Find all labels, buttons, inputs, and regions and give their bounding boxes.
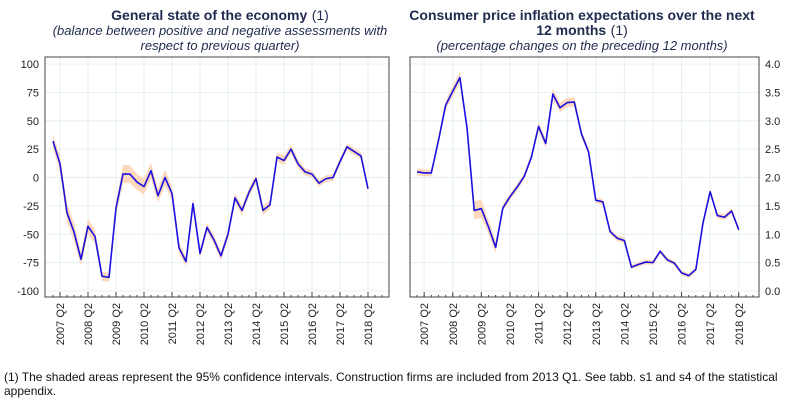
right-ytick-label: 3.5 [765,87,780,99]
right-ytick-label: 0.5 [765,258,780,270]
right-ytick-label: 2.5 [765,144,780,156]
right-xtick-label: 2008 Q2 [448,303,460,345]
left-chart-title-block: General state of the economy (1) (balanc… [50,7,390,54]
right-ytick-label: 0.0 [765,286,780,298]
right-ytick-label: 1.0 [765,229,780,241]
left-ytick-label: 0 [33,173,39,185]
right-xtick-label: 2018 Q2 [734,303,746,345]
left-xtick-label: 2012 Q2 [195,303,207,345]
left-ytick-label: 25 [27,144,39,156]
right-confidence-band [417,71,739,278]
right-chart-title: Consumer price inflation expectations ov… [409,7,755,38]
right-plot-frame [409,56,760,298]
left-xtick-label: 2010 Q2 [139,303,151,345]
left-xtick-label: 2015 Q2 [279,303,291,345]
right-series-line [416,76,740,277]
right-ytick-label: 3.0 [765,116,780,128]
left-xtick-label: 2009 Q2 [111,303,123,345]
right-xtick-label: 2010 Q2 [505,303,517,345]
left-xtick-label: 2013 Q2 [223,303,235,345]
right-xtick-label: 2012 Q2 [562,303,574,345]
left-ytick-label: -75 [23,258,39,270]
left-xtick-label: 2008 Q2 [83,303,95,345]
left-series-line [52,140,369,279]
left-chart: 100 75 50 25 0 -25 -50 -75 -100 2007 Q2 2008 Q2 200… [17,56,390,345]
left-chart-title: General state of the economy [111,7,308,23]
right-xtick-label: 2015 Q2 [648,303,660,345]
left-xtick-label: 2018 Q2 [363,303,375,345]
right-chart: 4.0 3.5 3.0 2.5 2.0 1.5 1.0 0.5 0.0 2007 Q2 2008 Q… [409,56,780,345]
right-ytick-label: 4.0 [765,59,780,71]
left-ytick-label: 50 [27,116,39,128]
right-xtick-label: 2017 Q2 [705,303,717,345]
right-ytick-label: 2.0 [765,173,780,185]
right-xtick-label: 2016 Q2 [677,303,689,345]
left-xtick-label: 2011 Q2 [167,303,179,344]
left-chart-subtitle: (balance between positive and negative a… [52,23,388,53]
footnote: (1) The shaded areas represent the 95% c… [4,370,778,398]
left-chart-title-note: (1) [311,7,329,23]
left-xtick-label: 2007 Q2 [55,303,67,345]
left-ytick-label: 75 [27,87,39,99]
left-plot-frame [44,56,390,298]
right-xtick-label: 2009 Q2 [476,303,488,345]
left-confidence-band [53,134,368,282]
right-xtick-label: 2013 Q2 [591,303,603,345]
right-chart-title-block: Consumer price inflation expectations ov… [402,7,762,54]
left-xtick-label: 2016 Q2 [307,303,319,345]
left-ytick-label: -100 [17,286,39,298]
right-xtick-label: 2011 Q2 [534,303,546,344]
right-ytick-label: 1.5 [765,201,780,213]
right-xtick-label: 2014 Q2 [619,303,631,345]
left-ytick-label: -50 [23,229,39,241]
left-ytick-label: 100 [21,59,39,71]
left-xtick-label: 2017 Q2 [335,303,347,345]
left-xtick-label: 2014 Q2 [251,303,263,345]
right-xtick-label: 2007 Q2 [419,303,431,345]
right-chart-subtitle: (percentage changes on the preceding 12 … [436,38,728,53]
right-chart-title-note: (1) [610,22,628,38]
left-ytick-label: -25 [23,201,39,213]
